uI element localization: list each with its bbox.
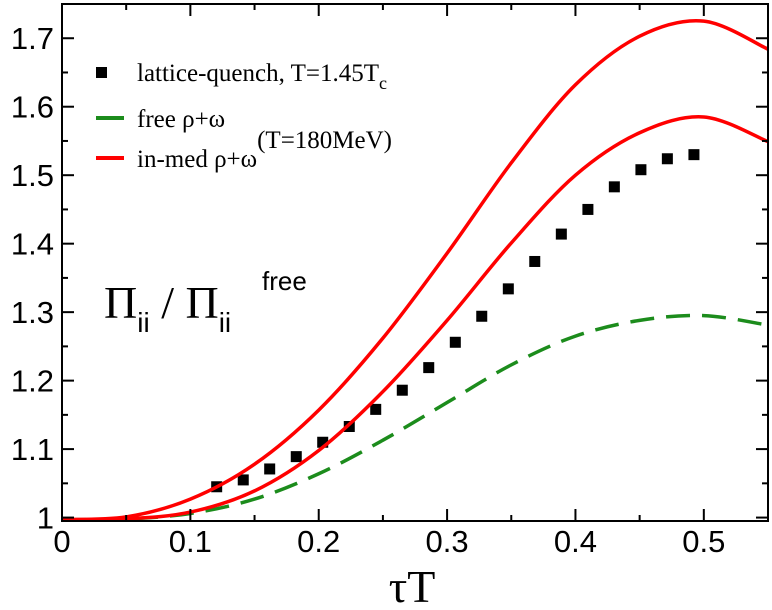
lattice-marker xyxy=(317,436,329,448)
ratio-annotation-sup: free xyxy=(262,266,307,296)
x-tick-label: 0.1 xyxy=(169,524,212,559)
ratio-annotation-slash: / xyxy=(150,277,186,328)
lattice-marker xyxy=(370,403,382,415)
lattice-marker xyxy=(608,181,620,193)
x-tick-label: 0.3 xyxy=(426,524,469,559)
legend: lattice-quench, T=1.45Tc free ρ+ω in-med… xyxy=(96,60,392,173)
y-tick-label: 1.5 xyxy=(11,158,54,193)
series-layer xyxy=(62,18,768,521)
ratio-annotation: Πii / Πii xyxy=(104,277,231,338)
x-tick-label: 0.2 xyxy=(297,524,340,559)
lattice-marker xyxy=(290,451,302,463)
legend-label-free: free ρ+ω xyxy=(137,106,225,133)
ratio-annotation-sub1: ii xyxy=(137,307,149,338)
lattice-marker xyxy=(688,149,700,161)
lattice-marker xyxy=(264,463,276,475)
legend-label-lattice-main: lattice-quench, T=1.45T xyxy=(137,60,379,87)
lattice-marker xyxy=(582,203,594,215)
in-med-curve-upper xyxy=(62,18,768,521)
y-tick-label: 1.3 xyxy=(11,295,54,330)
plot-frame xyxy=(61,3,769,522)
lattice-marker xyxy=(237,474,249,486)
axes-layer: 0 0.1 0.2 0.3 0.4 0.5 1 1.1 1.2 1.3 1.4 1.5 1.6 1.7 xyxy=(11,3,769,559)
ratio-annotation-pi1: Π xyxy=(104,277,137,328)
y-tick-label: 1.6 xyxy=(11,90,54,125)
y-tick-label: 1.7 xyxy=(11,21,54,56)
lattice-marker xyxy=(449,336,461,348)
lattice-marker xyxy=(555,228,567,240)
y-tick-label: 1.1 xyxy=(11,432,54,467)
legend-label-lattice-sub: c xyxy=(379,73,387,93)
lattice-marker xyxy=(476,310,488,322)
x-axis-label: τT xyxy=(389,561,436,610)
x-tick-label: 0.4 xyxy=(554,524,597,559)
legend-label-inmed-main: in-med ρ+ω xyxy=(137,146,257,173)
legend-label-lattice: lattice-quench, T=1.45Tc xyxy=(137,60,387,93)
x-tick-label: 0 xyxy=(53,524,70,559)
legend-marker-lattice xyxy=(96,67,107,78)
lattice-marker xyxy=(661,153,673,165)
x-tick-label: 0.5 xyxy=(682,524,725,559)
lattice-marker xyxy=(529,255,541,267)
ratio-annotation-sub2: ii xyxy=(219,307,231,338)
y-tick-label: 1.4 xyxy=(11,227,54,262)
lattice-marker xyxy=(635,164,647,176)
y-tick-label: 1.2 xyxy=(11,364,54,399)
ratio-annotation-pi2: Π xyxy=(185,277,218,328)
y-tick-label: 1 xyxy=(37,501,54,536)
legend-label-inmed-sup: (T=180MeV) xyxy=(257,127,392,154)
lattice-marker xyxy=(423,362,435,374)
legend-label-inmed: in-med ρ+ω(T=180MeV) xyxy=(137,127,392,173)
lattice-marker xyxy=(396,384,408,396)
lattice-marker xyxy=(502,283,514,295)
